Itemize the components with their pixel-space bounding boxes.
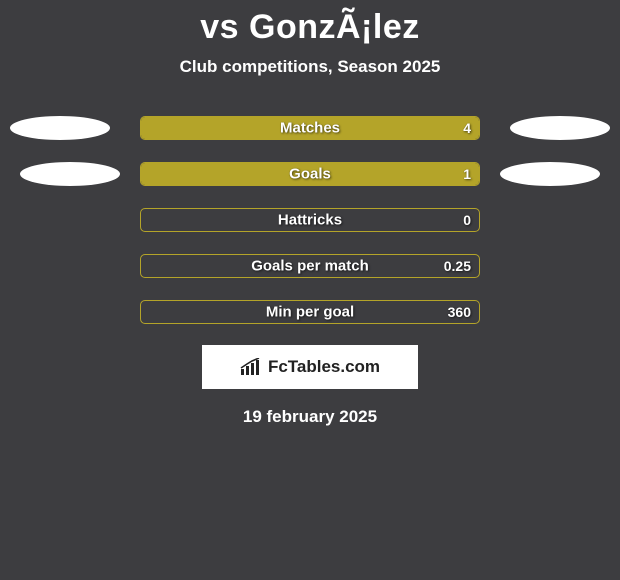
brand-text: FcTables.com (268, 357, 380, 377)
stat-row: Goals per match0.25 (0, 243, 620, 289)
stat-bar: Goals per match0.25 (140, 254, 480, 278)
left-player-ellipse (20, 162, 120, 186)
stat-value: 360 (448, 304, 471, 320)
stat-row: Goals1 (0, 151, 620, 197)
page-title: vs GonzÃ¡lez (0, 8, 620, 47)
left-player-ellipse (10, 116, 110, 140)
stat-row: Matches4 (0, 105, 620, 151)
infographic-container: vs GonzÃ¡lez Club competitions, Season 2… (0, 8, 620, 427)
brand-chart-icon (240, 358, 262, 376)
stat-value: 0.25 (444, 258, 471, 274)
stat-value: 0 (463, 212, 471, 228)
right-player-ellipse (500, 162, 600, 186)
brand-box: FcTables.com (202, 345, 418, 389)
stat-label: Min per goal (141, 304, 479, 321)
stat-bar: Goals1 (140, 162, 480, 186)
stat-bar-fill (141, 117, 479, 139)
stat-bar: Min per goal360 (140, 300, 480, 324)
stats-rows: Matches4Goals1Hattricks0Goals per match0… (0, 105, 620, 335)
stat-bar: Hattricks0 (140, 208, 480, 232)
page-subtitle: Club competitions, Season 2025 (0, 57, 620, 77)
stat-label: Hattricks (141, 212, 479, 229)
footer-date: 19 february 2025 (0, 407, 620, 427)
stat-label: Goals per match (141, 258, 479, 275)
stat-row: Min per goal360 (0, 289, 620, 335)
stat-row: Hattricks0 (0, 197, 620, 243)
stat-bar: Matches4 (140, 116, 480, 140)
right-player-ellipse (510, 116, 610, 140)
stat-bar-fill (141, 163, 479, 185)
